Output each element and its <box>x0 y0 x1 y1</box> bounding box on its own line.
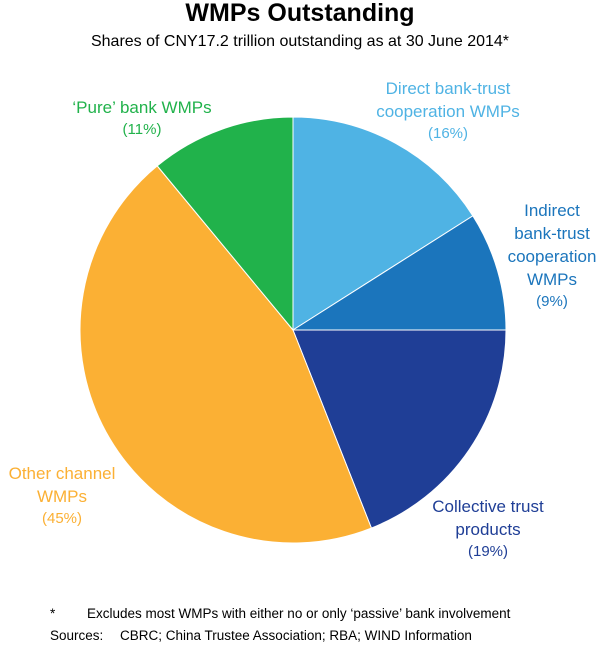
footnote-sources: Sources: CBRC; China Trustee Association… <box>50 625 510 647</box>
slice-label-direct-bank-trust: Direct bank-trust cooperation WMPs (16%) <box>358 77 538 145</box>
pie-chart <box>79 116 507 544</box>
pie-slice-0 <box>292 116 474 331</box>
footnote-marker: * <box>50 606 56 621</box>
sources-label: Sources: <box>50 628 104 643</box>
slice-label-collective-trust: Collective trust products (19%) <box>408 495 568 563</box>
slice-pct-other-channel: (45%) <box>41 510 82 527</box>
pie-slice-3 <box>79 165 373 544</box>
pie-slice-1 <box>291 215 507 331</box>
slice-pct-direct-bank-trust: (16%) <box>427 125 468 142</box>
chart-title: WMPs Outstanding <box>185 0 415 27</box>
pie-slice-4 <box>156 116 294 332</box>
slice-pct-indirect-bank-trust: (9%) <box>536 293 568 310</box>
slice-pct-collective-trust: (19%) <box>467 543 508 560</box>
slice-label-other-channel: Other channel WMPs (45%) <box>0 462 124 530</box>
footnote-text: Excludes most WMPs with either no or onl… <box>87 606 511 621</box>
chart-subtitle: Shares of CNY17.2 trillion outstanding a… <box>90 33 510 50</box>
slice-pct-pure-bank: (11%) <box>122 121 162 138</box>
sources-text: CBRC; China Trustee Association; RBA; WI… <box>120 628 472 643</box>
slice-label-indirect-bank-trust: Indirect bank-trust cooperation WMPs (9%… <box>494 199 600 313</box>
slice-label-pure-bank: ‘Pure’ bank WMPs (11%) <box>52 96 232 141</box>
footnote: * Excludes most WMPs with either no or o… <box>50 603 510 647</box>
footnote-note: * Excludes most WMPs with either no or o… <box>50 603 510 625</box>
pie-slice-2 <box>292 329 507 529</box>
